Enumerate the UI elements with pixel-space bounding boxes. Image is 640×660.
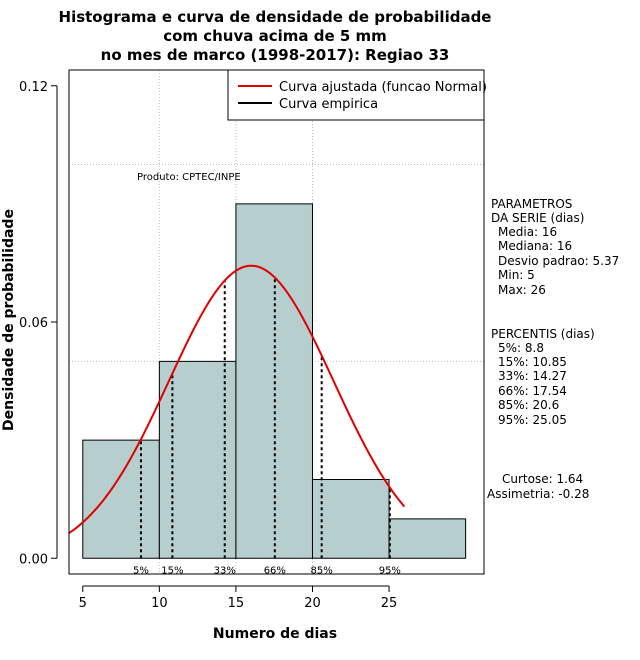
x-tick-label-3: 20 (304, 596, 321, 611)
legend: Curva ajustada (funcao Normal) Curva emp… (227, 69, 487, 121)
percentile-label-1: 15% (161, 565, 183, 576)
legend-box (227, 69, 485, 121)
histogram-bars (82, 203, 467, 559)
x-tick-label-2: 15 (228, 596, 245, 611)
param-min: Min: 5 (498, 268, 535, 282)
percentil-5: 5%: 8.8 (498, 341, 544, 355)
histogram-bar-3 (311, 479, 390, 559)
chart-title-line-2: com chuva acima de 5 mm (163, 27, 387, 45)
percentil-85: 85%: 20.6 (498, 398, 559, 412)
curtose-value: Curtose: 1.64 (502, 472, 583, 486)
series-parameters-panel: PARAMETROS DA SERIE (dias) Media: 16 Med… (491, 197, 619, 297)
y-tick-label-2: 0.12 (19, 80, 48, 95)
percentil-95: 95%: 25.05 (498, 413, 567, 427)
x-tick-label-1: 10 (151, 596, 168, 611)
percentil-66: 66%: 17.54 (498, 384, 567, 398)
product-annotation: Produto: CPTEC/INPE (137, 172, 241, 183)
x-axis-title: Numero de dias (213, 626, 337, 642)
percentile-label-3: 66% (264, 565, 286, 576)
assimetria-value: Assimetria: -0.28 (487, 487, 589, 501)
percentil-15: 15%: 10.85 (498, 355, 567, 369)
chart-title-line-1: Histograma e curva de densidade de proba… (59, 8, 492, 26)
chart-title-line-3: no mes de marco (1998-2017): Regiao 33 (101, 46, 450, 64)
percentile-label-0: 5% (133, 565, 149, 576)
percentile-label-5: 95% (379, 565, 401, 576)
y-axis-title: Densidade de probabilidade (1, 209, 17, 431)
shape-stats-panel: Curtose: 1.64 Assimetria: -0.28 (487, 472, 589, 501)
percentil-33: 33%: 14.27 (498, 369, 567, 383)
y-tick-label-0: 0.00 (19, 552, 48, 567)
histogram-bar-2 (235, 203, 313, 559)
axes: 5 10 15 20 25 0.00 0.06 0.12 (19, 80, 397, 611)
histogram-bar-0 (82, 439, 160, 559)
normal-curve-line (68, 264, 406, 534)
x-tick-label-4: 25 (381, 596, 398, 611)
histogram-bar-4 (388, 518, 467, 559)
param-mean: Media: 16 (498, 225, 557, 239)
percentis-heading: PERCENTIS (dias) (491, 327, 595, 341)
param-max: Max: 26 (498, 283, 546, 297)
percentile-label-4: 85% (311, 565, 333, 576)
legend-label-empirical: Curva empirica (279, 97, 378, 112)
legend-label-normal: Curva ajustada (funcao Normal) (279, 80, 487, 95)
param-median: Mediana: 16 (498, 239, 572, 253)
x-tick-label-0: 5 (79, 596, 87, 611)
y-tick-label-1: 0.06 (19, 316, 48, 331)
percentile-lines: 5% 15% 33% 66% 85% 95% (133, 277, 401, 576)
params-heading-1: PARAMETROS (491, 197, 572, 211)
params-heading-2: DA SERIE (dias) (491, 211, 584, 225)
param-sd: Desvio padrao: 5.37 (498, 254, 619, 268)
percentile-label-2: 33% (214, 565, 236, 576)
normal-curve (68, 264, 406, 534)
percentiles-panel: PERCENTIS (dias) 5%: 8.8 15%: 10.85 33%:… (491, 327, 595, 427)
